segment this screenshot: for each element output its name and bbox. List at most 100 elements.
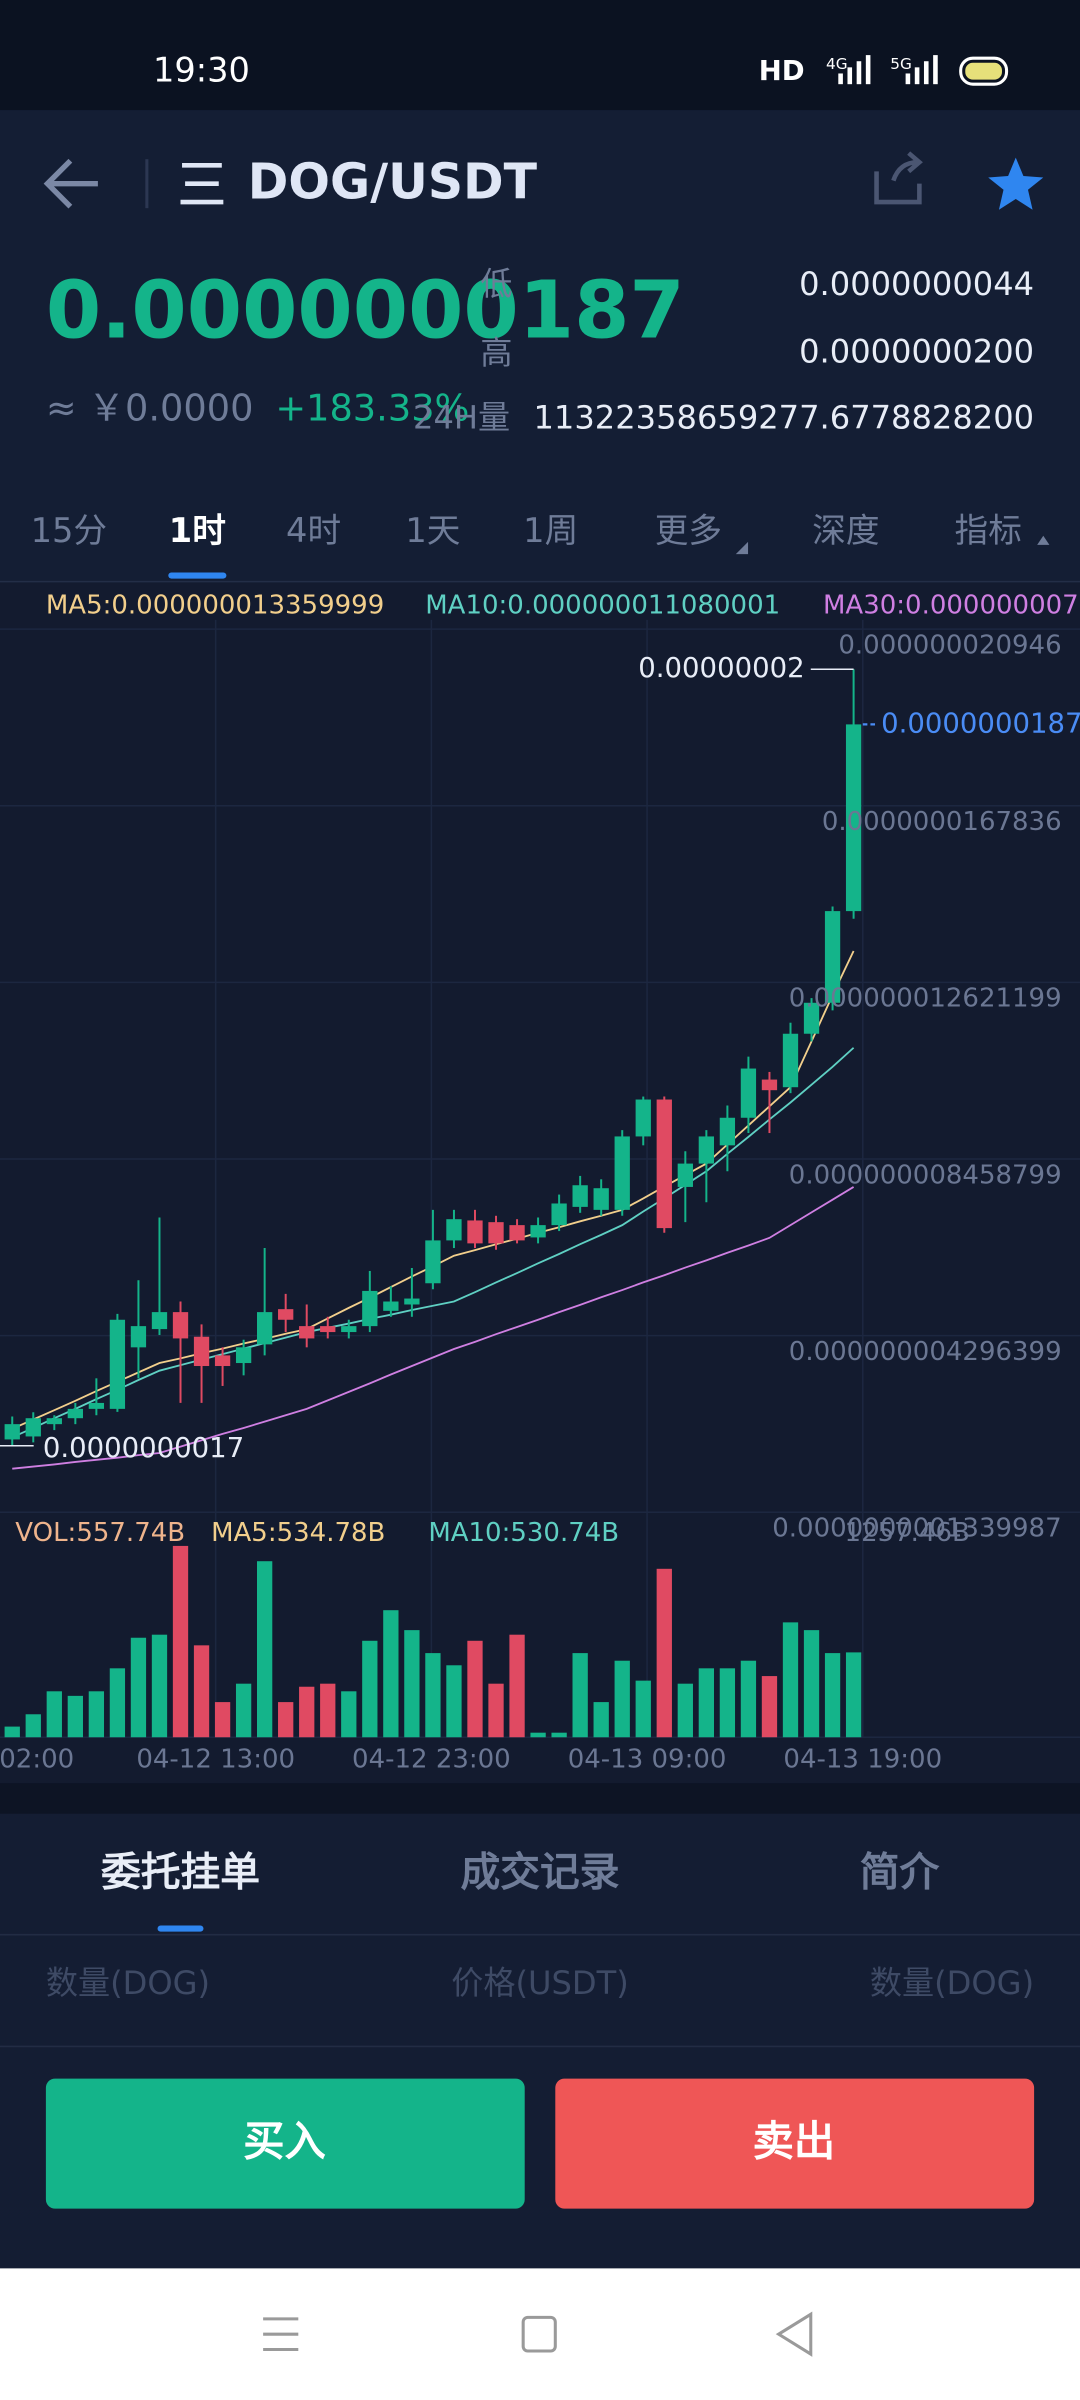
volume-bar	[824, 1653, 841, 1738]
y-tick-label: 0.000000004296399	[789, 1337, 1062, 1367]
candle-body	[740, 1068, 757, 1118]
candle-body	[362, 1290, 378, 1327]
nav-menu[interactable]	[263, 2317, 299, 2352]
tab[interactable]: 更多	[655, 511, 722, 550]
candle-body	[88, 1402, 105, 1409]
tab[interactable]: 指标	[955, 511, 1022, 550]
nav-bar	[0, 2268, 1080, 2400]
volume-bar	[362, 1640, 378, 1738]
sell-label: 卖出	[753, 2117, 836, 2165]
candle-body	[509, 1225, 525, 1241]
candle-body	[172, 1312, 189, 1339]
volume-bar	[172, 1545, 189, 1738]
volume-bar	[4, 1726, 20, 1738]
back-button[interactable]	[43, 158, 98, 209]
status-time: 19:30	[153, 50, 250, 89]
share-button[interactable]	[874, 151, 923, 205]
volume-bar	[109, 1668, 126, 1738]
candle-body	[719, 1117, 736, 1146]
column-header: 数量(DOG)	[870, 1964, 1034, 2002]
column-header: 价格(USDT)	[451, 1964, 629, 2002]
candle-body	[278, 1309, 294, 1320]
candle-body	[467, 1220, 483, 1244]
sell-button[interactable]	[555, 2078, 1035, 2209]
x-tick-label: 04-12 23:00	[352, 1745, 511, 1775]
status-5g: 5G	[890, 55, 912, 73]
y2-tick-label: 1257.46B	[845, 1518, 970, 1548]
volume-bar	[383, 1610, 399, 1738]
volume-bar	[446, 1665, 462, 1738]
volume-bar	[719, 1668, 736, 1738]
volume-bar	[214, 1702, 231, 1738]
y-tick-label: 0.0000000167836	[822, 807, 1062, 837]
nav-back[interactable]	[775, 2311, 813, 2357]
volume-bar	[593, 1702, 609, 1738]
x-tick-label: 04-13 19:00	[783, 1745, 942, 1775]
signal-2	[905, 55, 938, 85]
buy-button[interactable]	[45, 2078, 525, 2209]
orders-tab-indicator	[157, 1925, 204, 1932]
candle-body	[151, 1312, 168, 1330]
y-tick-label: 0.000000008458799	[789, 1160, 1062, 1190]
candle-body	[383, 1301, 399, 1311]
stat-value: 11322358659277.6778828200	[533, 398, 1034, 436]
volume-bar	[614, 1660, 630, 1738]
status-bar	[0, 0, 1080, 111]
price-change: +183.33%	[275, 387, 469, 430]
candle-body	[572, 1185, 588, 1207]
volume-bar	[698, 1668, 715, 1738]
nav-home[interactable]	[521, 2315, 557, 2353]
volume-bar	[656, 1568, 672, 1738]
candle-body	[46, 1418, 62, 1425]
status-hd: HD	[759, 55, 805, 87]
volume-bar	[572, 1653, 588, 1738]
candle-body	[656, 1099, 672, 1229]
candle-body	[824, 911, 841, 1003]
volume-bar	[677, 1683, 693, 1738]
tab[interactable]: 15分	[31, 511, 107, 550]
volume-legend: MA5:534.78B	[211, 1518, 385, 1548]
low-marker: 0.0000000017	[43, 1432, 244, 1464]
divider-band	[0, 1783, 1080, 1814]
volume-bar	[488, 1683, 504, 1738]
candle-body	[845, 724, 862, 912]
orders-tab-active[interactable]: 委托挂单	[101, 1849, 260, 1895]
candle-body	[25, 1418, 41, 1437]
volume-bar	[151, 1634, 168, 1738]
candle-body	[256, 1312, 273, 1345]
tab-active[interactable]: 1时	[169, 511, 226, 550]
ma-line-ma10	[11, 1047, 855, 1439]
candle-body	[4, 1424, 20, 1440]
volume-bar	[341, 1691, 357, 1738]
orders-tab[interactable]: 简介	[860, 1849, 941, 1895]
tab[interactable]: 4时	[286, 511, 341, 550]
orders-tab[interactable]: 成交记录	[460, 1849, 619, 1895]
last-price: 0.0000000187	[46, 263, 685, 356]
candle-body	[803, 1002, 820, 1034]
volume-legend: VOL:557.74B	[15, 1518, 185, 1548]
volume-bar	[404, 1630, 420, 1738]
y-tick-label: 0.000000012621199	[789, 984, 1062, 1014]
volume-bar	[425, 1653, 441, 1738]
menu-icon[interactable]	[180, 163, 224, 205]
candle-body	[698, 1136, 715, 1164]
candle-body	[488, 1222, 504, 1244]
volume-bar	[193, 1645, 210, 1738]
ma-legend: MA10:0.000000011080001	[425, 591, 780, 621]
candle-body	[761, 1079, 778, 1091]
tab[interactable]: 深度	[812, 511, 879, 550]
high-marker: 0.00000002	[638, 652, 804, 684]
volume-bar	[740, 1660, 757, 1738]
volume-bar	[782, 1622, 799, 1738]
favorite-button[interactable]	[988, 157, 1044, 210]
volume-bar	[25, 1714, 41, 1738]
stat-label: 24H量	[413, 398, 510, 436]
tab[interactable]: 1天	[405, 511, 460, 550]
candle-body	[593, 1188, 609, 1210]
tab[interactable]: 1周	[523, 511, 578, 550]
candle-body	[530, 1225, 546, 1238]
candle-body	[404, 1298, 420, 1305]
stat-label: 高	[480, 334, 512, 372]
